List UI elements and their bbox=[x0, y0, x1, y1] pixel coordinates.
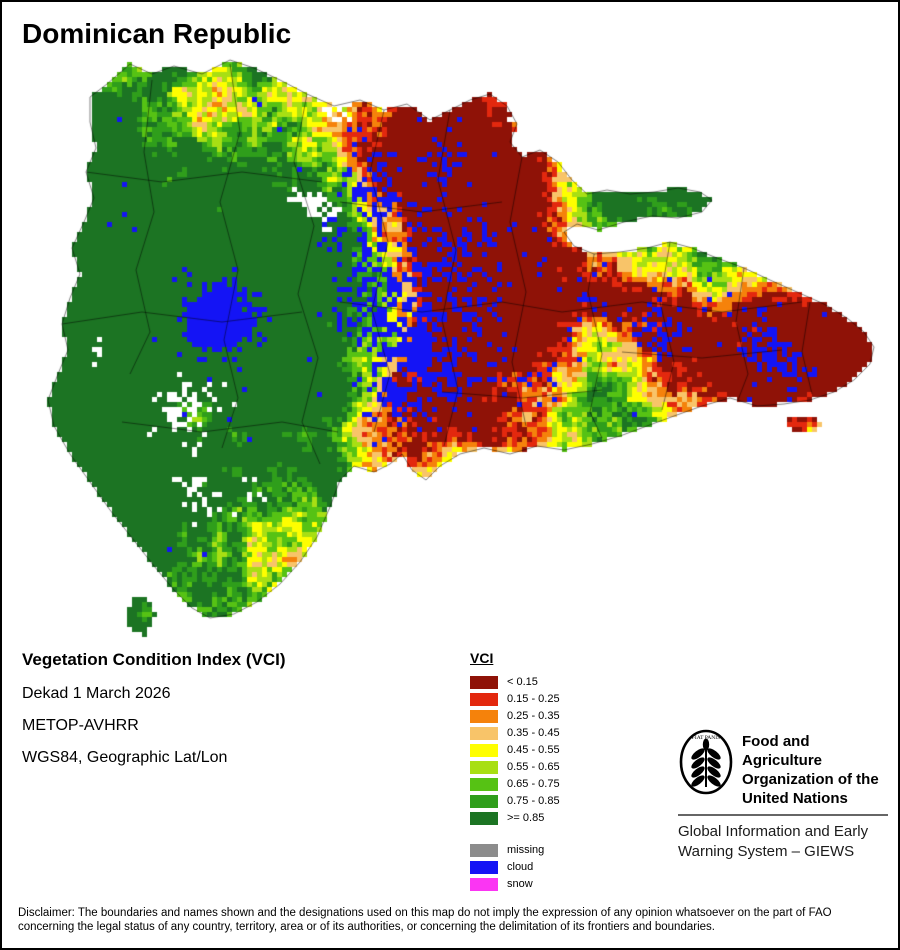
legend-class-label: missing bbox=[507, 844, 545, 856]
legend-class-label: >= 0.85 bbox=[507, 812, 545, 824]
legend-row: < 0.15 bbox=[470, 674, 560, 690]
legend-row: 0.25 - 0.35 bbox=[470, 708, 560, 724]
fao-logo-icon: FIAT PANIS bbox=[679, 729, 733, 795]
legend-title: VCI bbox=[470, 650, 494, 666]
legend-color-swatch bbox=[470, 675, 498, 689]
map-product-name: Vegetation Condition Index (VCI) bbox=[22, 650, 286, 669]
fao-name-line: Organization of the bbox=[742, 771, 879, 788]
legend-color-swatch bbox=[470, 692, 498, 706]
legend-row: 0.45 - 0.55 bbox=[470, 742, 560, 758]
fao-motto-text: FIAT PANIS bbox=[692, 735, 720, 741]
legend-class-label: < 0.15 bbox=[507, 676, 538, 688]
map-dekad-label: Dekad 1 March 2026 bbox=[22, 685, 171, 702]
legend-class-label: 0.75 - 0.85 bbox=[507, 795, 560, 807]
legend-color-swatch bbox=[470, 726, 498, 740]
legend-color-swatch bbox=[470, 794, 498, 808]
giews-label: Global Information and Early Warning Sys… bbox=[678, 822, 868, 862]
vci-raster-map bbox=[2, 2, 898, 662]
page-title: Dominican Republic bbox=[22, 18, 292, 49]
legend-row: 0.75 - 0.85 bbox=[470, 793, 560, 809]
legend-extra-list: missing cloud snow bbox=[470, 842, 560, 892]
legend-color-swatch bbox=[470, 760, 498, 774]
legend-class-label: 0.35 - 0.45 bbox=[507, 727, 560, 739]
legend-class-label: snow bbox=[507, 878, 533, 890]
fao-block: FIAT PANIS Food and Agriculture Organiza… bbox=[678, 728, 890, 868]
legend-row: 0.15 - 0.25 bbox=[470, 691, 560, 707]
legend-class-label: cloud bbox=[507, 861, 534, 873]
legend-row: 0.35 - 0.45 bbox=[470, 725, 560, 741]
map-metadata-block: Vegetation Condition Index (VCI) Dekad 1… bbox=[22, 650, 286, 781]
legend-row: 0.55 - 0.65 bbox=[470, 759, 560, 775]
legend-row: snow bbox=[470, 876, 560, 892]
vci-legend: VCI < 0.15 0.15 - 0.25 0.25 - 0.35 0.35 - 0… bbox=[470, 650, 560, 893]
legend-color-swatch bbox=[470, 877, 498, 891]
legend-class-label: 0.55 - 0.65 bbox=[507, 761, 560, 773]
legend-color-swatch bbox=[470, 860, 498, 874]
legend-row: missing bbox=[470, 842, 560, 858]
legend-class-label: 0.65 - 0.75 bbox=[507, 778, 560, 790]
map-sensor-label: METOP-AVHRR bbox=[22, 717, 139, 734]
disclaimer-text: Disclaimer: The boundaries and names sho… bbox=[18, 907, 832, 933]
legend-color-swatch bbox=[470, 811, 498, 825]
legend-class-label: 0.45 - 0.55 bbox=[507, 744, 560, 756]
fao-organization-name: Food and Agriculture Organization of the… bbox=[742, 732, 890, 808]
fao-name-line: United Nations bbox=[742, 790, 848, 807]
legend-class-label: 0.25 - 0.35 bbox=[507, 710, 560, 722]
legend-row: cloud bbox=[470, 859, 560, 875]
legend-color-swatch bbox=[470, 709, 498, 723]
footer-divider-line bbox=[678, 814, 888, 816]
legend-color-swatch bbox=[470, 843, 498, 857]
map-projection-label: WGS84, Geographic Lat/Lon bbox=[22, 749, 228, 766]
legend-row: 0.65 - 0.75 bbox=[470, 776, 560, 792]
giews-line: Global Information and Early bbox=[678, 823, 869, 840]
legend-color-swatch bbox=[470, 777, 498, 791]
fao-name-line: Food and Agriculture bbox=[742, 733, 823, 769]
giews-line: Warning System – GIEWS bbox=[678, 843, 855, 860]
legend-class-label: 0.15 - 0.25 bbox=[507, 693, 560, 705]
legend-color-swatch bbox=[470, 743, 498, 757]
legend-row: >= 0.85 bbox=[470, 810, 560, 826]
legend-class-list: < 0.15 0.15 - 0.25 0.25 - 0.35 0.35 - 0.45 0… bbox=[470, 674, 560, 826]
